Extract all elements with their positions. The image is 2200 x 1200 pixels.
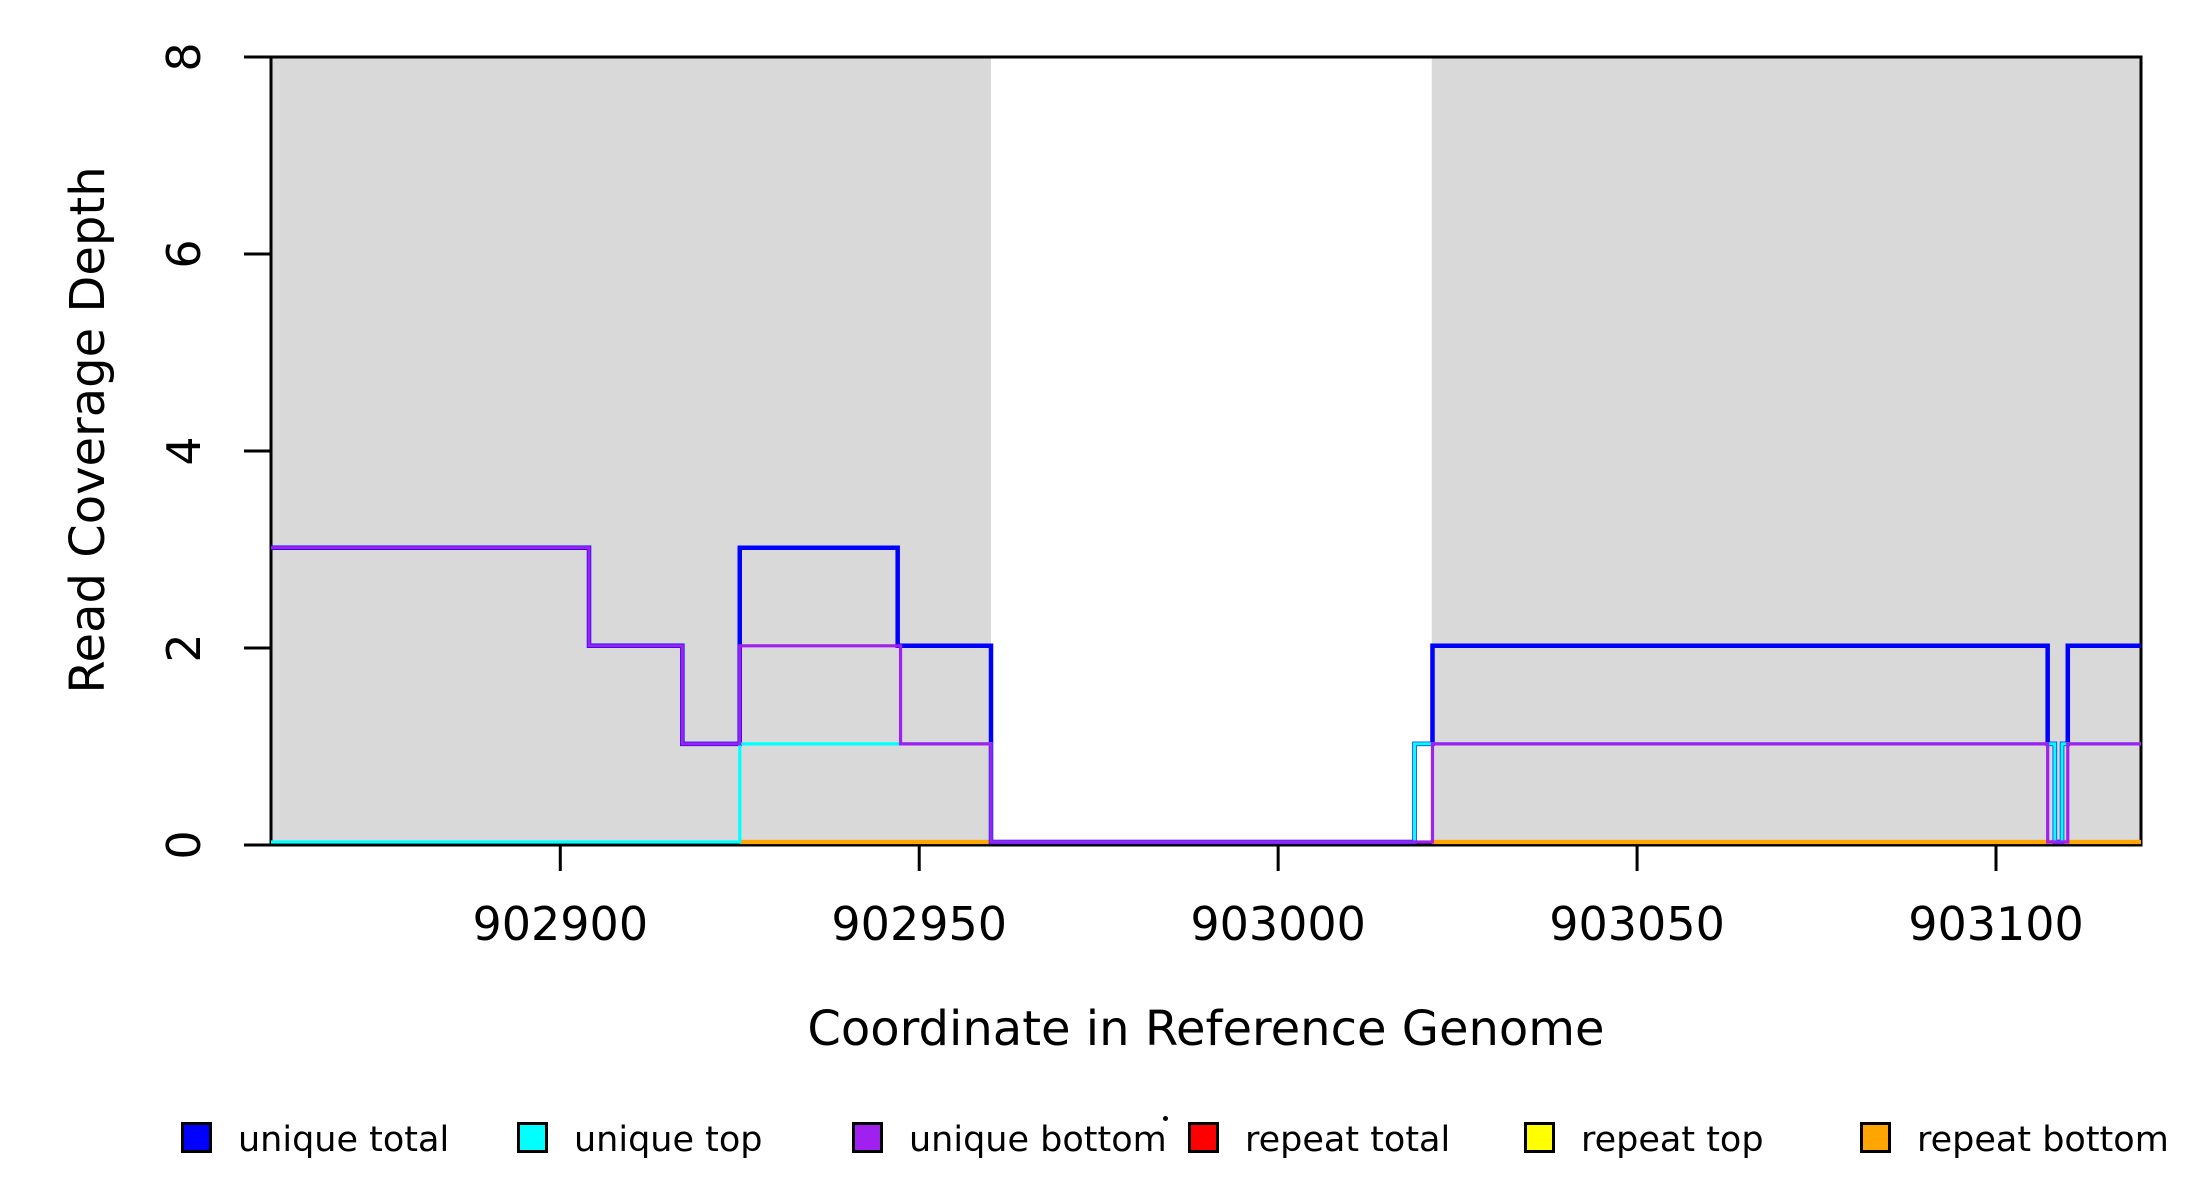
legend-label: unique bottom: [909, 1120, 1167, 1160]
legend-swatch-icon: [517, 1121, 548, 1153]
legend-label: repeat total: [1245, 1120, 1451, 1160]
legend-item-repeat-top: repeat top: [1524, 1120, 1764, 1160]
legend-item-unique-top: unique top: [517, 1120, 763, 1160]
y-tick-label: 6: [157, 239, 211, 268]
legend-swatch-icon: [1860, 1121, 1891, 1153]
gray-region-1: [271, 57, 992, 845]
x-tick-label: 902900: [472, 897, 648, 951]
x-axis-title: Coordinate in Reference Genome: [807, 1001, 1605, 1057]
legend-item-unique-total: unique total: [181, 1120, 449, 1160]
legend-swatch-icon: [181, 1121, 212, 1153]
series-unique-bottom-line: [271, 546, 2141, 844]
legend-label: unique top: [574, 1120, 763, 1160]
y-axis-title: Read Coverage Depth: [60, 166, 116, 694]
stray-dot: [1163, 1116, 1168, 1121]
y-tick-label: 2: [157, 633, 211, 662]
legend-item-repeat-total: repeat total: [1188, 1120, 1450, 1160]
legend-swatch-icon: [1524, 1121, 1555, 1153]
legend-swatch-icon: [1188, 1121, 1219, 1153]
gray-region-2: [1431, 57, 2141, 845]
y-tick-label: 4: [157, 436, 211, 465]
x-tick-label: 903000: [1190, 897, 1366, 951]
legend-item-repeat-bottom: repeat bottom: [1860, 1120, 2169, 1160]
y-tick-label: 0: [157, 830, 211, 859]
legend-label: repeat top: [1581, 1120, 1764, 1160]
y-tick-label: 8: [157, 42, 211, 71]
legend-label: unique total: [238, 1120, 450, 1160]
x-tick-label: 903100: [1908, 897, 2084, 951]
series-unique-top-line: [271, 742, 2141, 844]
legend-item-unique-bottom: unique bottom: [852, 1120, 1167, 1160]
x-tick-label: 902950: [831, 897, 1007, 951]
legend-label: repeat bottom: [1917, 1120, 2169, 1160]
legend-swatch-icon: [852, 1121, 883, 1153]
x-tick-label: 903050: [1549, 897, 1725, 951]
